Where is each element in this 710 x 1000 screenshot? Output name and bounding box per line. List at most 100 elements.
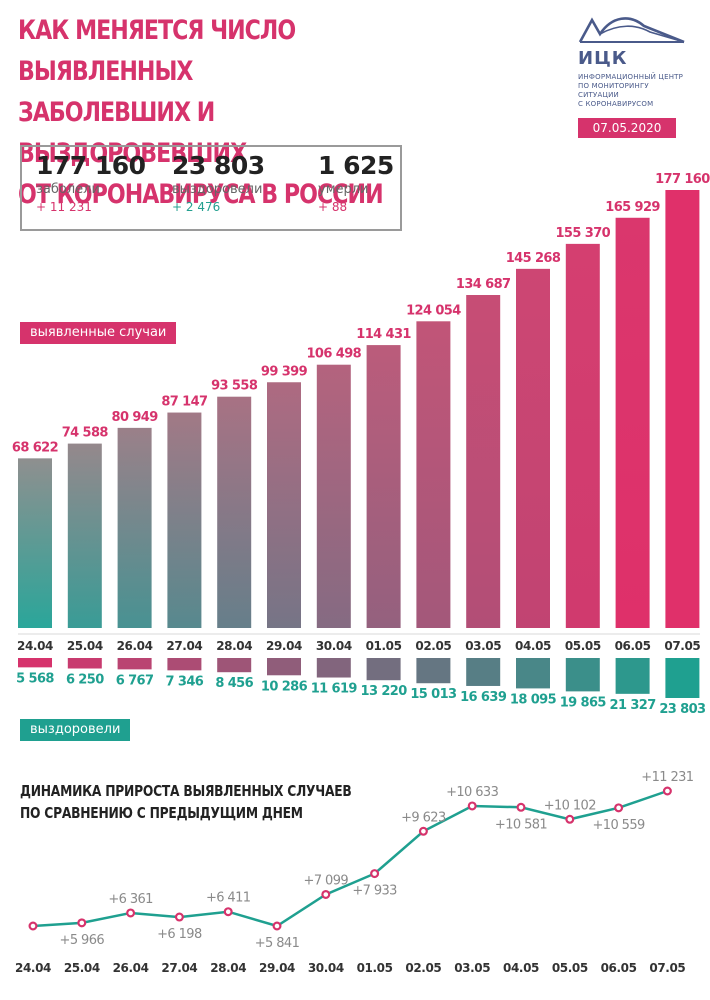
recovered-value-label: 19 865 bbox=[560, 695, 607, 710]
cases-value-label: 80 949 bbox=[112, 410, 159, 425]
increment-date-tick: 29.04 bbox=[259, 961, 295, 975]
date-tick-label: 28.04 bbox=[216, 639, 252, 653]
cases-bar bbox=[565, 243, 600, 628]
increment-date-tick: 30.04 bbox=[308, 961, 344, 975]
increment-point bbox=[418, 826, 428, 836]
cases-bar bbox=[516, 268, 550, 628]
recovered-bar bbox=[466, 658, 501, 686]
stat-recovered: 23 803 выздоровели + 2 476 bbox=[172, 151, 265, 214]
cases-value-label: 155 370 bbox=[555, 226, 610, 241]
cases-bar bbox=[366, 345, 401, 628]
stat-infected: 177 160 заболели + 11 231 bbox=[36, 151, 146, 214]
title-line: ЗАБОЛЕВШИХ И ВЫЗДОРОВЕВШИХ bbox=[18, 97, 247, 169]
increment-value-label: +5 966 bbox=[60, 933, 105, 948]
logo-subtitle-line: ПО МОНИТОРИНГУ СИТУАЦИИ bbox=[578, 82, 649, 99]
increment-point bbox=[516, 802, 526, 812]
increment-point bbox=[223, 907, 233, 917]
logo-wave-icon bbox=[578, 17, 685, 44]
date-tick-label: 02.05 bbox=[415, 639, 451, 653]
increment-date-tick: 25.04 bbox=[64, 961, 100, 975]
increment-value-label: +7 099 bbox=[304, 873, 349, 888]
increment-date-tick: 01.05 bbox=[357, 961, 393, 975]
increment-date-tick: 04.05 bbox=[503, 961, 539, 975]
cases-bar bbox=[416, 321, 451, 628]
cases-value-label: 68 622 bbox=[12, 440, 58, 455]
increment-value-label: +7 933 bbox=[352, 884, 397, 899]
increment-point bbox=[662, 786, 672, 796]
cases-value-label: 134 687 bbox=[456, 277, 511, 292]
increment-value-label: +10 559 bbox=[593, 818, 646, 833]
stat-label: заболели bbox=[36, 182, 100, 197]
date-tick-label: 07.05 bbox=[664, 639, 700, 653]
increment-date-tick: 06.05 bbox=[601, 961, 637, 975]
recovered-value-label: 8 456 bbox=[215, 676, 253, 691]
increment-date-tick: 24.04 bbox=[15, 961, 51, 975]
recovered-bar bbox=[117, 658, 152, 670]
increment-date-tick: 28.04 bbox=[210, 961, 246, 975]
stat-value: 177 160 bbox=[36, 151, 146, 180]
date-tick-label: 04.05 bbox=[515, 639, 551, 653]
recovered-value-label: 18 095 bbox=[510, 692, 557, 707]
increment-date-tick: 03.05 bbox=[454, 961, 490, 975]
recovered-value-label: 5 568 bbox=[16, 671, 54, 686]
increment-chart-title: ДИНАМИКА ПРИРОСТА ВЫЯВЛЕННЫХ СЛУЧАЕВ ПО … bbox=[20, 780, 352, 824]
cases-bar bbox=[665, 190, 700, 628]
stat-change: + 2 476 bbox=[172, 200, 221, 214]
increment-point bbox=[370, 869, 380, 879]
date-tick-label: 27.04 bbox=[166, 639, 202, 653]
recovered-value-label: 10 286 bbox=[261, 679, 308, 694]
increment-point bbox=[174, 912, 184, 922]
recovered-bar bbox=[18, 658, 52, 668]
cases-bar bbox=[67, 443, 102, 628]
cases-value-label: 114 431 bbox=[356, 327, 411, 342]
increment-date-tick: 26.04 bbox=[113, 961, 149, 975]
increment-point bbox=[28, 921, 38, 931]
subtitle-line: ПО СРАВНЕНИЮ С ПРЕДЫДУЩИМ ДНЕМ bbox=[20, 804, 303, 822]
recovered-value-label: 23 803 bbox=[659, 702, 706, 717]
cases-bar bbox=[267, 382, 301, 628]
date-tick-label: 29.04 bbox=[266, 639, 302, 653]
increment-point bbox=[467, 801, 477, 811]
logo-subtitle: ИНФОРМАЦИОННЫЙ ЦЕНТР ПО МОНИТОРИНГУ СИТУ… bbox=[578, 73, 688, 109]
recovered-bar bbox=[665, 658, 700, 698]
recovered-bar bbox=[516, 658, 550, 689]
cases-bar bbox=[466, 295, 501, 628]
stat-label: умерли bbox=[318, 182, 369, 197]
cases-bar bbox=[217, 396, 252, 628]
recovered-bar bbox=[267, 658, 301, 676]
title-line: КАК МЕНЯЕТСЯ ЧИСЛО ВЫЯВЛЕННЫХ bbox=[18, 15, 296, 87]
date-tick-label: 26.04 bbox=[117, 639, 153, 653]
increment-line bbox=[32, 789, 668, 928]
increment-date-tick: 05.05 bbox=[552, 961, 588, 975]
increment-point bbox=[272, 921, 282, 931]
increment-value-label: +6 361 bbox=[108, 892, 153, 907]
date-tick-label: 03.05 bbox=[465, 639, 501, 653]
stat-value: 23 803 bbox=[172, 151, 265, 180]
increment-date-tick: 27.04 bbox=[161, 961, 197, 975]
subtitle-line: ДИНАМИКА ПРИРОСТА ВЫЯВЛЕННЫХ СЛУЧАЕВ bbox=[20, 782, 352, 800]
recovered-bar bbox=[316, 658, 351, 678]
recovered-bar bbox=[565, 658, 600, 692]
recovered-value-label: 15 013 bbox=[410, 687, 457, 702]
increment-value-label: +10 633 bbox=[446, 785, 499, 800]
recovered-value-label: 6 767 bbox=[116, 673, 154, 688]
recovered-bar bbox=[416, 658, 451, 684]
increment-value-label: +10 581 bbox=[495, 817, 548, 832]
increment-value-label: +11 231 bbox=[641, 770, 694, 785]
stat-label: выздоровели bbox=[172, 182, 263, 197]
date-tick-label: 06.05 bbox=[615, 639, 651, 653]
increment-date-tick: 07.05 bbox=[649, 961, 685, 975]
increment-value-label: +5 841 bbox=[255, 936, 300, 951]
date-tick-label: 05.05 bbox=[565, 639, 601, 653]
cases-bar bbox=[117, 427, 152, 628]
cases-bar bbox=[615, 217, 650, 629]
cases-bar bbox=[167, 412, 202, 628]
recovered-bar bbox=[167, 658, 202, 671]
increment-point bbox=[614, 803, 624, 813]
legend-cases-tag: выявленные случаи bbox=[20, 322, 177, 344]
stat-change: + 11 231 bbox=[36, 200, 92, 214]
cases-value-label: 106 498 bbox=[306, 347, 361, 362]
recovered-value-label: 21 327 bbox=[610, 698, 657, 713]
increment-value-label: +6 411 bbox=[206, 891, 251, 906]
